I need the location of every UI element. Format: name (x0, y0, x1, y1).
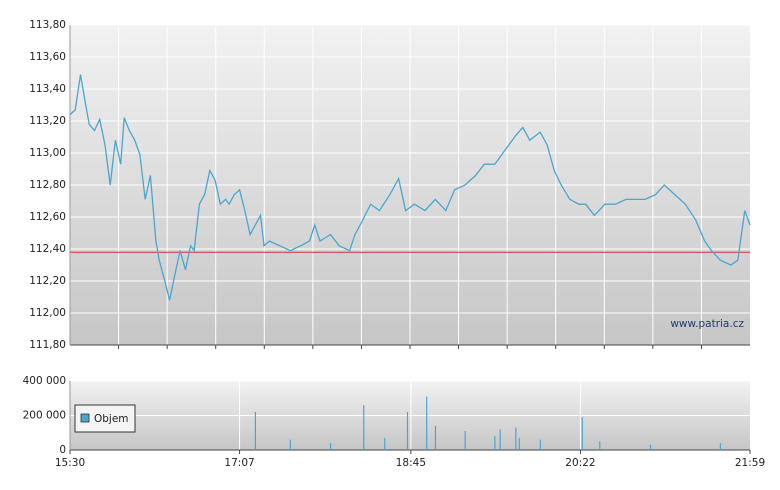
x-tick-label: 18:45 (396, 457, 426, 469)
y-tick-label: 112,80 (29, 179, 66, 191)
volume-bar (499, 429, 501, 450)
y-tick-label: 112,20 (29, 275, 66, 287)
volume-bar (406, 412, 409, 450)
volume-panel: 0 200 000 400 000 15:30 17:07 18:45 20:22 21:59 (23, 375, 766, 469)
y-tick-label: 113,00 (29, 147, 66, 159)
x-tick-label: 20:22 (565, 457, 595, 469)
watermark: www.patria.cz (670, 318, 744, 330)
legend-swatch (80, 413, 90, 423)
y-tick-label: 112,40 (29, 243, 66, 255)
volume-bar (515, 427, 517, 450)
y-tick-label: 113,20 (29, 115, 66, 127)
volume-bar (464, 431, 466, 450)
volume-bar (384, 437, 386, 450)
volume-bar (363, 405, 365, 450)
volume-bar (329, 443, 332, 450)
y-tick-label: 400 000 (23, 375, 66, 387)
y-tick-label: 112,00 (29, 307, 66, 319)
volume-bar (719, 443, 721, 450)
volume-bar (254, 412, 256, 450)
volume-bar (426, 396, 428, 450)
y-tick-label: 113,60 (29, 51, 66, 63)
volume-bar (434, 425, 437, 450)
x-tick-label: 15:30 (55, 457, 85, 469)
volume-bar (289, 439, 291, 450)
price-panel: 111,80 112,00 112,20 112,40 112,60 112,80 113,… (29, 19, 751, 351)
volume-bar (649, 444, 652, 450)
y-tick-label: 0 (59, 444, 66, 456)
volume-bar (581, 417, 583, 450)
x-tick-label: 17:07 (224, 457, 254, 469)
volume-bar (494, 436, 496, 450)
y-tick-label: 112,60 (29, 211, 66, 223)
volume-bar (539, 439, 541, 450)
volume-bar (599, 441, 601, 450)
price-line (69, 74, 751, 301)
x-tick-label: 21:59 (735, 457, 765, 469)
y-tick-label: 111,80 (29, 339, 66, 351)
y-tick-label: 113,80 (29, 19, 66, 31)
y-tick-label: 200 000 (23, 410, 66, 422)
volume-bar (518, 437, 520, 450)
legend-label: Objem (94, 413, 129, 425)
y-tick-label: 113,40 (29, 83, 66, 95)
